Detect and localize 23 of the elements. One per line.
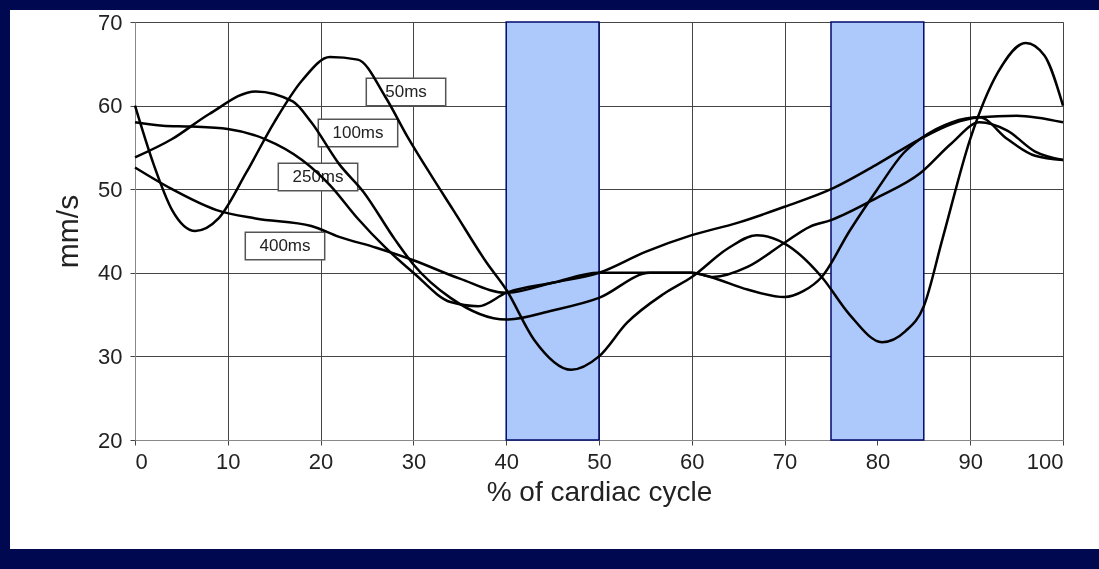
y-tick-label: 60 [98, 93, 123, 119]
x-tick-label: 90 [958, 448, 983, 474]
x-tick-label: 30 [401, 448, 427, 474]
x-tick-label: 10 [216, 448, 241, 474]
x-tick-label: 40 [494, 448, 519, 474]
x-tick-label: 70 [772, 448, 798, 474]
y-tick-label: 70 [98, 9, 123, 35]
x-tick-label: 50 [587, 448, 612, 474]
series-label: 50ms [385, 82, 427, 101]
series-label: 100ms [332, 123, 384, 142]
x-tick-label: 20 [308, 448, 334, 474]
x-tick-label: 100 [1026, 448, 1064, 474]
x-axis-title: % of cardiac cycle [486, 475, 713, 507]
y-axis-title: mm/s [51, 194, 85, 269]
x-tick-label: 80 [865, 448, 891, 474]
y-tick-label: 30 [98, 343, 123, 369]
line-series [133, 41, 1065, 372]
y-tick-label: 40 [98, 260, 123, 286]
x-tick-label: 0 [135, 448, 148, 474]
x-tick-label: 60 [680, 448, 705, 474]
series-label: 400ms [259, 236, 311, 255]
y-tick-label: 50 [98, 176, 123, 202]
y-tick-label: 20 [98, 427, 123, 453]
